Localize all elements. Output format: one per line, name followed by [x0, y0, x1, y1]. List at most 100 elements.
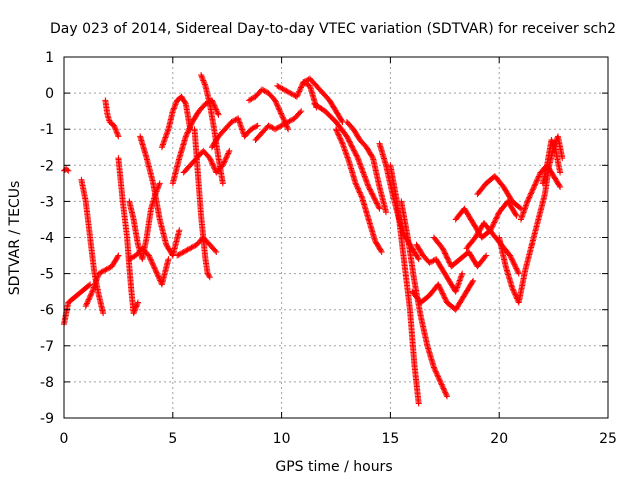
series-arc-15 [180, 147, 233, 176]
data-point [493, 215, 500, 222]
data-point [513, 265, 520, 272]
series-arc-06 [115, 155, 141, 317]
data-point [220, 160, 227, 167]
data-point [415, 256, 422, 263]
data-point [373, 199, 380, 206]
data-point [297, 85, 304, 92]
data-point [134, 299, 141, 306]
data-point [210, 164, 217, 171]
series-arc-11 [169, 97, 222, 187]
data-point [550, 141, 557, 148]
series-arc-02 [61, 281, 94, 328]
data-point [521, 205, 528, 212]
data-point [551, 145, 558, 152]
data-point [115, 133, 122, 140]
data-point [185, 246, 192, 253]
data-point [112, 126, 119, 133]
data-point [439, 245, 446, 252]
data-point [528, 189, 535, 196]
data-point [349, 143, 355, 150]
data-point [516, 204, 523, 211]
data-point [103, 266, 110, 273]
data-point [221, 159, 228, 166]
data-point [82, 303, 89, 310]
data-point [175, 251, 182, 258]
data-point [226, 147, 233, 154]
data-point [84, 299, 91, 306]
data-point [510, 260, 517, 267]
data-point [383, 209, 390, 216]
data-point [345, 135, 352, 142]
data-point [187, 122, 194, 129]
data-point [357, 190, 364, 197]
data-point [344, 134, 351, 141]
data-point [440, 291, 447, 298]
data-point [150, 263, 157, 270]
data-point [346, 138, 353, 145]
data-point [508, 256, 515, 263]
series-arc-25 [387, 162, 422, 407]
data-point [224, 153, 231, 160]
data-point [92, 278, 99, 285]
data-point [265, 122, 272, 129]
data-point [224, 151, 231, 158]
data-point [439, 382, 446, 389]
data-point [353, 181, 360, 188]
data-point [94, 274, 101, 281]
data-point [443, 253, 450, 260]
data-point [525, 197, 532, 204]
series-arc-21 [311, 100, 383, 212]
data-point [535, 173, 542, 180]
data-point [510, 287, 517, 294]
data-point [229, 118, 236, 125]
data-point [345, 137, 352, 144]
data-point [517, 216, 524, 223]
data-point [433, 371, 440, 378]
data-point [172, 101, 179, 108]
data-point [298, 83, 305, 90]
data-point [436, 284, 443, 291]
data-point [454, 284, 461, 291]
data-point [548, 138, 555, 145]
data-point [440, 293, 447, 300]
data-point [511, 261, 518, 268]
data-point [236, 119, 243, 126]
data-point [369, 191, 376, 198]
data-point [278, 110, 285, 117]
data-point [343, 151, 350, 158]
data-point [260, 87, 267, 94]
data-point [259, 86, 266, 93]
data-point [114, 132, 121, 139]
data-point [285, 126, 292, 133]
data-point [491, 219, 498, 226]
data-point [548, 137, 555, 144]
data-point [457, 274, 464, 281]
y-tick-label: -7 [40, 339, 54, 355]
data-point [209, 160, 216, 167]
data-point [282, 87, 289, 94]
data-point [452, 288, 459, 295]
series-arc-20 [300, 75, 346, 125]
data-point [440, 385, 447, 392]
data-point [206, 274, 213, 281]
data-point [512, 262, 519, 269]
data-point [245, 97, 252, 104]
data-point [296, 88, 303, 95]
data-point [209, 161, 216, 168]
series-arc-29 [430, 234, 490, 270]
data-point [436, 377, 443, 384]
data-point [286, 118, 293, 125]
data-point [111, 123, 118, 130]
data-point [201, 81, 208, 88]
data-point [531, 182, 538, 189]
data-point [278, 122, 285, 129]
data-point [239, 127, 246, 134]
data-point [375, 203, 382, 210]
data-point [115, 252, 122, 259]
data-point [153, 269, 160, 276]
data-point [355, 186, 362, 193]
data-point [458, 273, 465, 280]
data-point [525, 195, 532, 202]
data-point [64, 166, 71, 173]
data-point [377, 247, 384, 254]
